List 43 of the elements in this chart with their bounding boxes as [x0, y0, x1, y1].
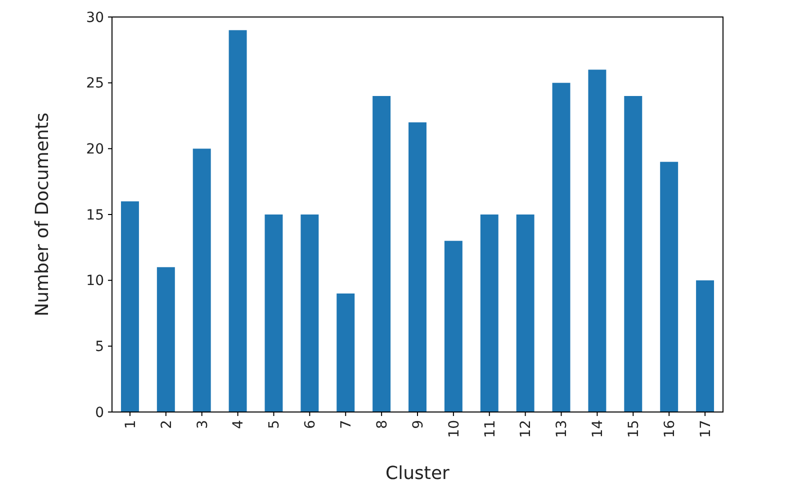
x-tick-label: 6 [302, 420, 319, 429]
bar [372, 96, 391, 412]
x-tick-label: 3 [194, 420, 211, 429]
y-tick-label: 15 [86, 207, 104, 224]
bar [264, 214, 283, 412]
x-axis-title: Cluster [386, 463, 450, 484]
bar [408, 122, 426, 412]
x-tick-label: 13 [554, 420, 570, 438]
x-tick-label: 8 [374, 420, 390, 429]
y-tick-label: 10 [86, 273, 104, 290]
x-tick-label: 16 [662, 420, 678, 438]
x-tick-label: 2 [158, 420, 175, 429]
x-tick-label: 17 [698, 420, 714, 438]
bar [444, 240, 462, 412]
bar [480, 214, 498, 412]
x-tick-label: 1 [122, 420, 139, 429]
bar [300, 214, 319, 412]
x-tick-label: 9 [410, 420, 426, 429]
y-axis-title: Number of Documents [32, 112, 53, 316]
bar [336, 294, 355, 412]
bar [660, 162, 678, 412]
bar [588, 70, 606, 412]
x-tick-label: 15 [626, 420, 642, 438]
bar [120, 201, 139, 412]
y-tick-label: 5 [95, 339, 104, 356]
x-tick-label: 12 [518, 420, 534, 438]
x-tick-label: 7 [338, 420, 355, 429]
y-tick-label: 20 [86, 142, 104, 158]
bar [156, 267, 175, 412]
bar [228, 30, 247, 412]
y-tick-label: 25 [86, 76, 104, 92]
bar [516, 214, 534, 412]
y-tick-label: 30 [86, 10, 104, 26]
y-tick-label: 0 [95, 404, 104, 421]
bar [624, 96, 642, 412]
bar [696, 280, 714, 412]
x-tick-label: 4 [230, 420, 247, 429]
x-tick-label: 11 [482, 420, 498, 438]
x-tick-label: 14 [590, 420, 606, 438]
x-tick-label: 5 [266, 420, 283, 429]
bar [552, 82, 570, 412]
bar [192, 148, 211, 412]
x-tick-label: 10 [446, 420, 462, 438]
